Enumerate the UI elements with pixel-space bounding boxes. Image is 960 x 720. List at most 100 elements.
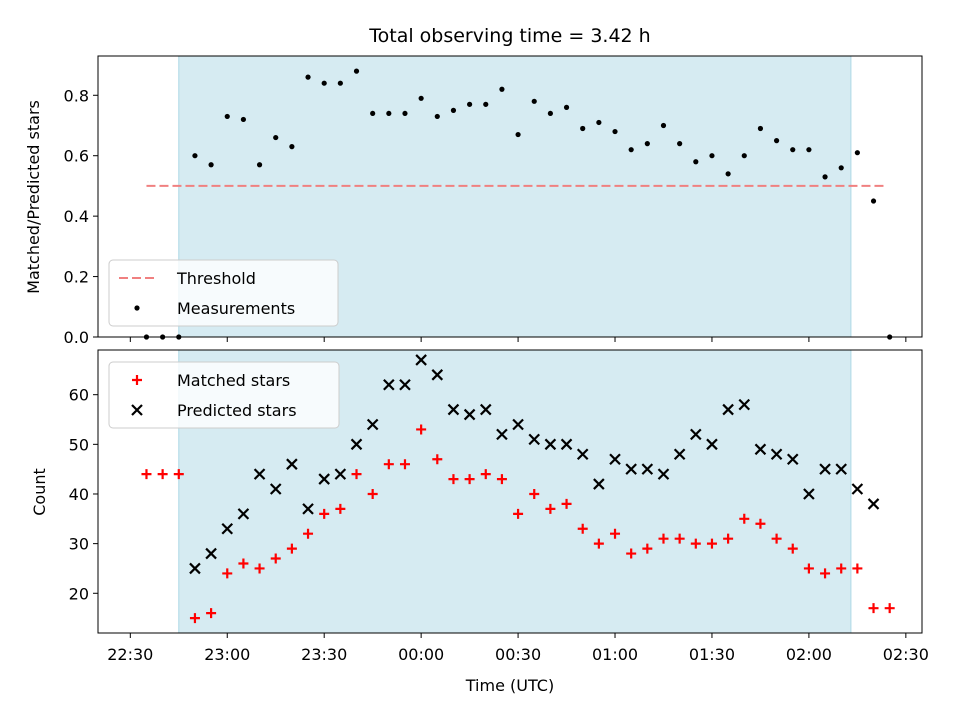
predicted-star-point xyxy=(576,448,589,461)
predicted-star-point xyxy=(657,468,670,480)
legend-label: Predicted stars xyxy=(177,401,297,420)
measurement-point xyxy=(563,104,570,110)
plot-frame xyxy=(97,349,923,634)
y-tick-label: 0.4 xyxy=(64,207,89,226)
x-tick-label: 02:00 xyxy=(786,645,832,664)
plot-frame xyxy=(97,55,923,338)
predicted-star-point xyxy=(722,403,734,416)
legend-box xyxy=(108,259,339,327)
predicted-star-point xyxy=(625,463,637,475)
measurement-point xyxy=(741,153,747,159)
predicted-star-point xyxy=(366,418,379,431)
x-tick-label: 00:30 xyxy=(495,645,541,664)
predicted-star-point xyxy=(738,398,751,411)
measurement-point xyxy=(450,107,457,113)
matched-star-point xyxy=(173,469,184,480)
predicted-star-point xyxy=(609,453,621,466)
matched-star-point xyxy=(464,474,475,485)
measurement-point xyxy=(725,171,731,177)
predicted-star-point xyxy=(479,403,492,416)
measurement-point xyxy=(321,80,327,86)
measurement-point xyxy=(790,147,796,153)
legend-swatch-matched xyxy=(132,375,142,385)
predicted-star-point xyxy=(786,453,799,466)
predicted-star-point xyxy=(269,483,282,495)
measurement-point xyxy=(806,147,812,153)
matched-star-point xyxy=(416,424,427,435)
matched-star-point xyxy=(884,603,895,614)
measurement-point xyxy=(240,116,247,123)
predicted-star-point xyxy=(286,458,298,470)
measurement-point xyxy=(483,101,489,107)
predicted-star-point xyxy=(706,438,718,451)
measurement-point xyxy=(757,125,764,132)
predicted-star-point xyxy=(383,378,395,391)
measurement-point xyxy=(677,141,683,147)
measurement-point xyxy=(612,128,618,135)
matched-star-point xyxy=(868,603,879,614)
legend-swatch-measurements xyxy=(134,305,140,311)
matched-star-point xyxy=(238,558,249,569)
legend-box xyxy=(108,361,340,429)
predicted-star-point xyxy=(237,508,250,520)
measurement-point xyxy=(822,174,828,180)
matched-star-point xyxy=(513,508,524,519)
matched-star-point xyxy=(803,563,814,574)
predicted-star-point xyxy=(189,562,201,575)
y-tick-label: 60 xyxy=(69,386,89,405)
matched-star-point xyxy=(593,538,604,549)
matched-star-point xyxy=(351,469,362,480)
measurement-point xyxy=(192,153,198,159)
predicted-star-point xyxy=(528,433,541,446)
y-tick-label: 0.6 xyxy=(64,147,89,166)
matched-star-point xyxy=(706,538,717,549)
measurement-point xyxy=(596,119,602,126)
legend-swatch-predicted xyxy=(131,404,143,416)
predicted-star-point xyxy=(560,438,573,451)
matched-star-point xyxy=(448,474,459,485)
x-tick-label: 01:00 xyxy=(592,645,638,664)
predicted-star-point xyxy=(302,503,314,515)
legend-label: Measurements xyxy=(177,299,295,318)
predicted-star-point xyxy=(593,478,605,490)
predicted-star-point xyxy=(851,483,864,495)
measurement-point xyxy=(854,150,860,156)
measurement-point xyxy=(289,144,295,150)
matched-star-point xyxy=(787,543,798,554)
x-tick-label: 23:30 xyxy=(301,645,347,664)
matched-star-point xyxy=(771,533,782,544)
legend-label: Matched stars xyxy=(177,371,290,390)
ratio-panel: 0.0 0.2 0.4 0.6 0.8 Threshold Measurements xyxy=(64,55,923,347)
matched-star-point xyxy=(254,563,265,574)
measurement-point xyxy=(353,68,360,74)
predicted-star-point xyxy=(205,547,217,560)
matched-star-point xyxy=(383,459,394,470)
matched-star-point xyxy=(480,469,491,480)
predicted-star-point xyxy=(867,498,880,510)
predicted-star-point xyxy=(512,418,524,431)
measurement-point xyxy=(386,110,392,117)
predicted-star-point xyxy=(415,354,427,366)
measurement-point xyxy=(773,138,780,144)
matched-star-point xyxy=(610,528,621,539)
predicted-star-point xyxy=(690,428,702,441)
x-tick-label: 01:30 xyxy=(689,645,735,664)
predicted-star-point xyxy=(819,463,831,475)
bottom-y-axis-label: Count xyxy=(30,468,49,516)
measurement-point xyxy=(515,131,521,138)
measurement-point xyxy=(628,147,634,153)
measurement-point xyxy=(499,86,505,92)
matched-star-point xyxy=(561,498,572,509)
x-tick-label: 22:30 xyxy=(107,645,153,664)
measurement-point xyxy=(224,113,230,120)
matched-star-point xyxy=(270,553,281,564)
matched-star-point xyxy=(642,543,653,554)
matched-star-point xyxy=(157,469,168,480)
matched-star-point xyxy=(852,563,863,574)
measurement-point xyxy=(467,101,473,107)
top-y-axis-label: Matched/Predicted stars xyxy=(24,100,43,294)
matched-star-point xyxy=(820,568,831,579)
y-tick-label: 30 xyxy=(69,535,89,554)
measurement-point xyxy=(660,122,667,129)
matched-star-point xyxy=(335,503,346,514)
